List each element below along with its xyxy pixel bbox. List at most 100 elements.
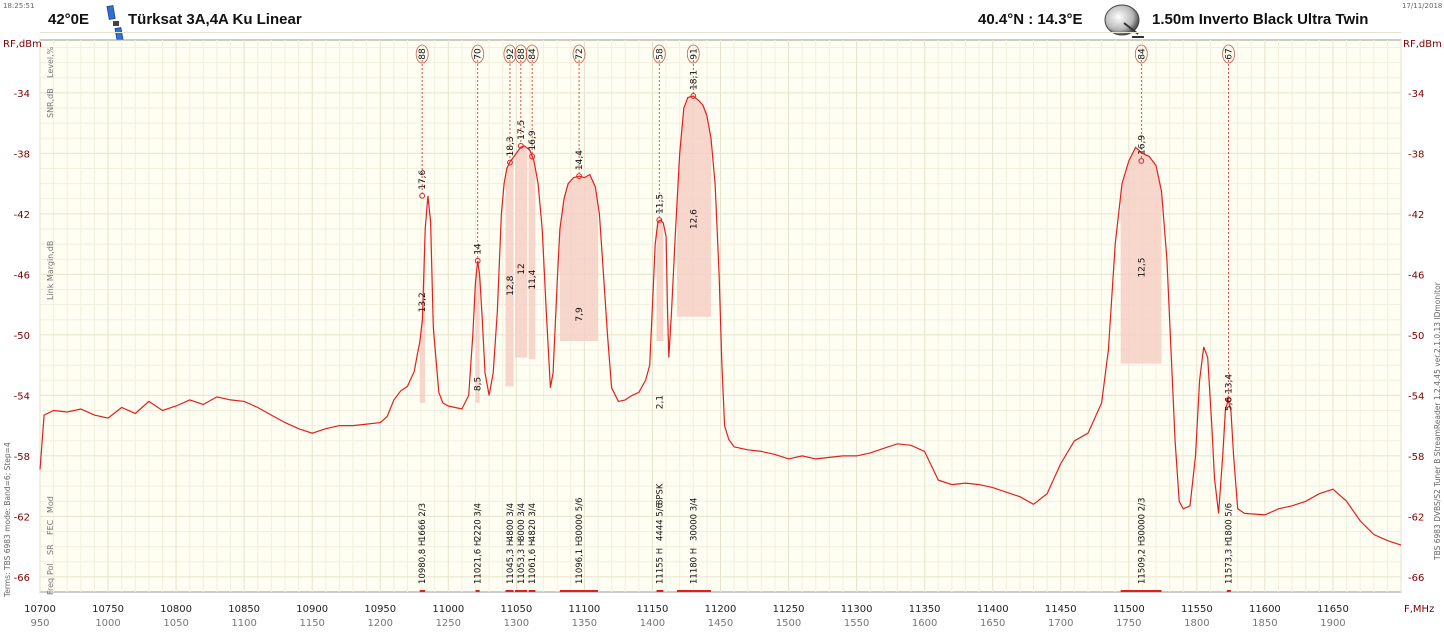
site-location: 40.4°N : 14.3°E xyxy=(978,11,1083,28)
margin-label: 11,4 xyxy=(528,269,538,289)
x-tick-if: 1850 xyxy=(1252,618,1277,629)
x-tick-if: 1050 xyxy=(163,618,188,629)
y-tick-right: -38 xyxy=(1408,149,1424,160)
freq-pol-label: 11573,3 H xyxy=(1225,540,1235,584)
sr-fec-label: 4820 3/4 xyxy=(528,503,538,541)
sr-fec-label: 2220 3/4 xyxy=(474,503,484,541)
antenna-info: 1.50m Inverto Black Ultra Twin xyxy=(1152,11,1369,28)
x-tick-rf: 11000 xyxy=(432,604,464,615)
x-tick-rf: 10850 xyxy=(228,604,260,615)
x-tick-rf: 10900 xyxy=(296,604,328,615)
y-tick-left: -38 xyxy=(14,149,30,160)
level-badge xyxy=(686,44,700,64)
freq-pol-label: 11096,1 H xyxy=(575,540,585,584)
row-label: SR xyxy=(46,544,55,555)
sr-fec-label: 4800 3/4 xyxy=(506,503,516,541)
x-tick-if: 1800 xyxy=(1184,618,1209,629)
x-tick-rf: 11250 xyxy=(773,604,805,615)
freq-pol-label: 11045,3 H xyxy=(506,540,516,584)
y-tick-left: -34 xyxy=(14,89,30,100)
level-badge xyxy=(1222,44,1235,64)
level-badge xyxy=(415,44,429,64)
x-tick-if: 1450 xyxy=(708,618,733,629)
receiver-note: TBS 6983 DVBS/S2 Tuner B StreamReader 1.… xyxy=(1433,281,1442,561)
margin-label: 5,6 xyxy=(1225,397,1235,412)
y-tick-left: -46 xyxy=(14,270,30,281)
row-label: FEC xyxy=(46,519,55,535)
y-tick-right: -34 xyxy=(1408,89,1424,100)
x-tick-rf: 11450 xyxy=(1045,604,1077,615)
x-tick-if: 1500 xyxy=(776,618,801,629)
level-badge xyxy=(514,44,528,64)
x-tick-if: 1300 xyxy=(504,618,529,629)
level-label: 67 xyxy=(1225,48,1235,59)
margin-label: 12,6 xyxy=(689,209,699,229)
peak-point xyxy=(576,173,582,180)
x-tick-rf: 11550 xyxy=(1181,604,1213,615)
x-tick-if: 1400 xyxy=(640,618,665,629)
level-label: 88 xyxy=(418,48,428,60)
row-label: Freq xyxy=(46,578,55,595)
x-tick-if: 950 xyxy=(30,618,49,629)
freq-pol-label: 10980,8 H xyxy=(418,540,428,584)
row-label: Mod xyxy=(46,496,55,513)
x-tick-if: 1200 xyxy=(368,618,393,629)
y-tick-left: -66 xyxy=(14,573,30,584)
x-tick-rf: 10750 xyxy=(92,604,124,615)
x-tick-if: 1600 xyxy=(912,618,937,629)
transponder-fill xyxy=(559,175,599,341)
transponder-fill xyxy=(676,96,711,317)
freq-pol-label: 11155 H xyxy=(655,548,665,584)
sr-fec-label: 1666 2/3 xyxy=(418,503,428,541)
sr-fec-label: 30000 2/3 xyxy=(1137,498,1147,541)
satellite-icon xyxy=(106,5,124,41)
peak-point xyxy=(690,93,697,99)
row-label: Link Margin,dB xyxy=(46,241,55,300)
y-tick-right: -42 xyxy=(1408,210,1424,221)
y-tick-left: -62 xyxy=(14,512,30,523)
header-bar: 18:25:51 17/11/2018 42°0E Türksat 3A,4A … xyxy=(0,0,1444,41)
x-tick-rf: 11300 xyxy=(841,604,873,615)
peak-point xyxy=(1138,158,1145,164)
x-tick-if: 1000 xyxy=(95,618,120,629)
y-tick-labels: -34 -34 -38 -38 -42 -42 -46 -46 -50 -50 -54 -54 -58 -… xyxy=(14,89,1425,584)
mod-label: 8PSK xyxy=(655,483,665,505)
y-tick-left: -50 xyxy=(14,331,30,342)
y-tick-left: -42 xyxy=(14,210,30,221)
level-label: 88 xyxy=(517,48,527,60)
margin-label: 12 xyxy=(517,263,527,274)
snr-label: 16,9 xyxy=(1137,135,1147,155)
y-tick-right: -50 xyxy=(1408,331,1424,342)
x-tick-rf: 11500 xyxy=(1113,604,1145,615)
x-tick-rf: 10800 xyxy=(160,604,192,615)
y-tick-left: -54 xyxy=(14,391,30,402)
y-axis-unit-right: RF,dBm xyxy=(1403,39,1442,50)
margin-label: 12,8 xyxy=(506,275,516,295)
row-label: Level,% xyxy=(46,46,55,78)
x-tick-rf: 11350 xyxy=(909,604,941,615)
x-tick-rf: 10950 xyxy=(364,604,396,615)
y-tick-right: -54 xyxy=(1408,391,1424,402)
y-axis-unit-left: RF,dBm xyxy=(3,39,42,50)
header-time: 18:25:51 xyxy=(3,2,35,10)
satellite-name: Türksat 3A,4A Ku Linear xyxy=(128,11,302,28)
y-tick-right: -58 xyxy=(1408,452,1424,463)
sr-fec-label: 8000 3/4 xyxy=(517,503,527,541)
x-tick-rf: 11200 xyxy=(705,604,737,615)
margin-label: 13,2 xyxy=(418,292,428,312)
snr-label: 14 xyxy=(474,243,484,255)
row-labels: Level,% SNR,dB Link Margin,dB Mod FEC SR Pol Fr… xyxy=(46,46,55,595)
x-axis-unit: F,MHz xyxy=(1404,604,1434,615)
margin-label: 2,1 xyxy=(655,395,665,409)
x-tick-if: 1750 xyxy=(1116,618,1141,629)
x-tick-if: 1550 xyxy=(844,618,869,629)
peak-point xyxy=(1225,397,1232,403)
x-tick-rf: 11100 xyxy=(568,604,600,615)
level-badge xyxy=(572,44,586,64)
freq-pol-label: 11509,2 H xyxy=(1137,540,1147,584)
orbital-position: 42°0E xyxy=(48,11,90,28)
peak-point xyxy=(507,159,513,166)
peak-point xyxy=(419,192,426,199)
y-tick-right: -46 xyxy=(1408,270,1424,281)
